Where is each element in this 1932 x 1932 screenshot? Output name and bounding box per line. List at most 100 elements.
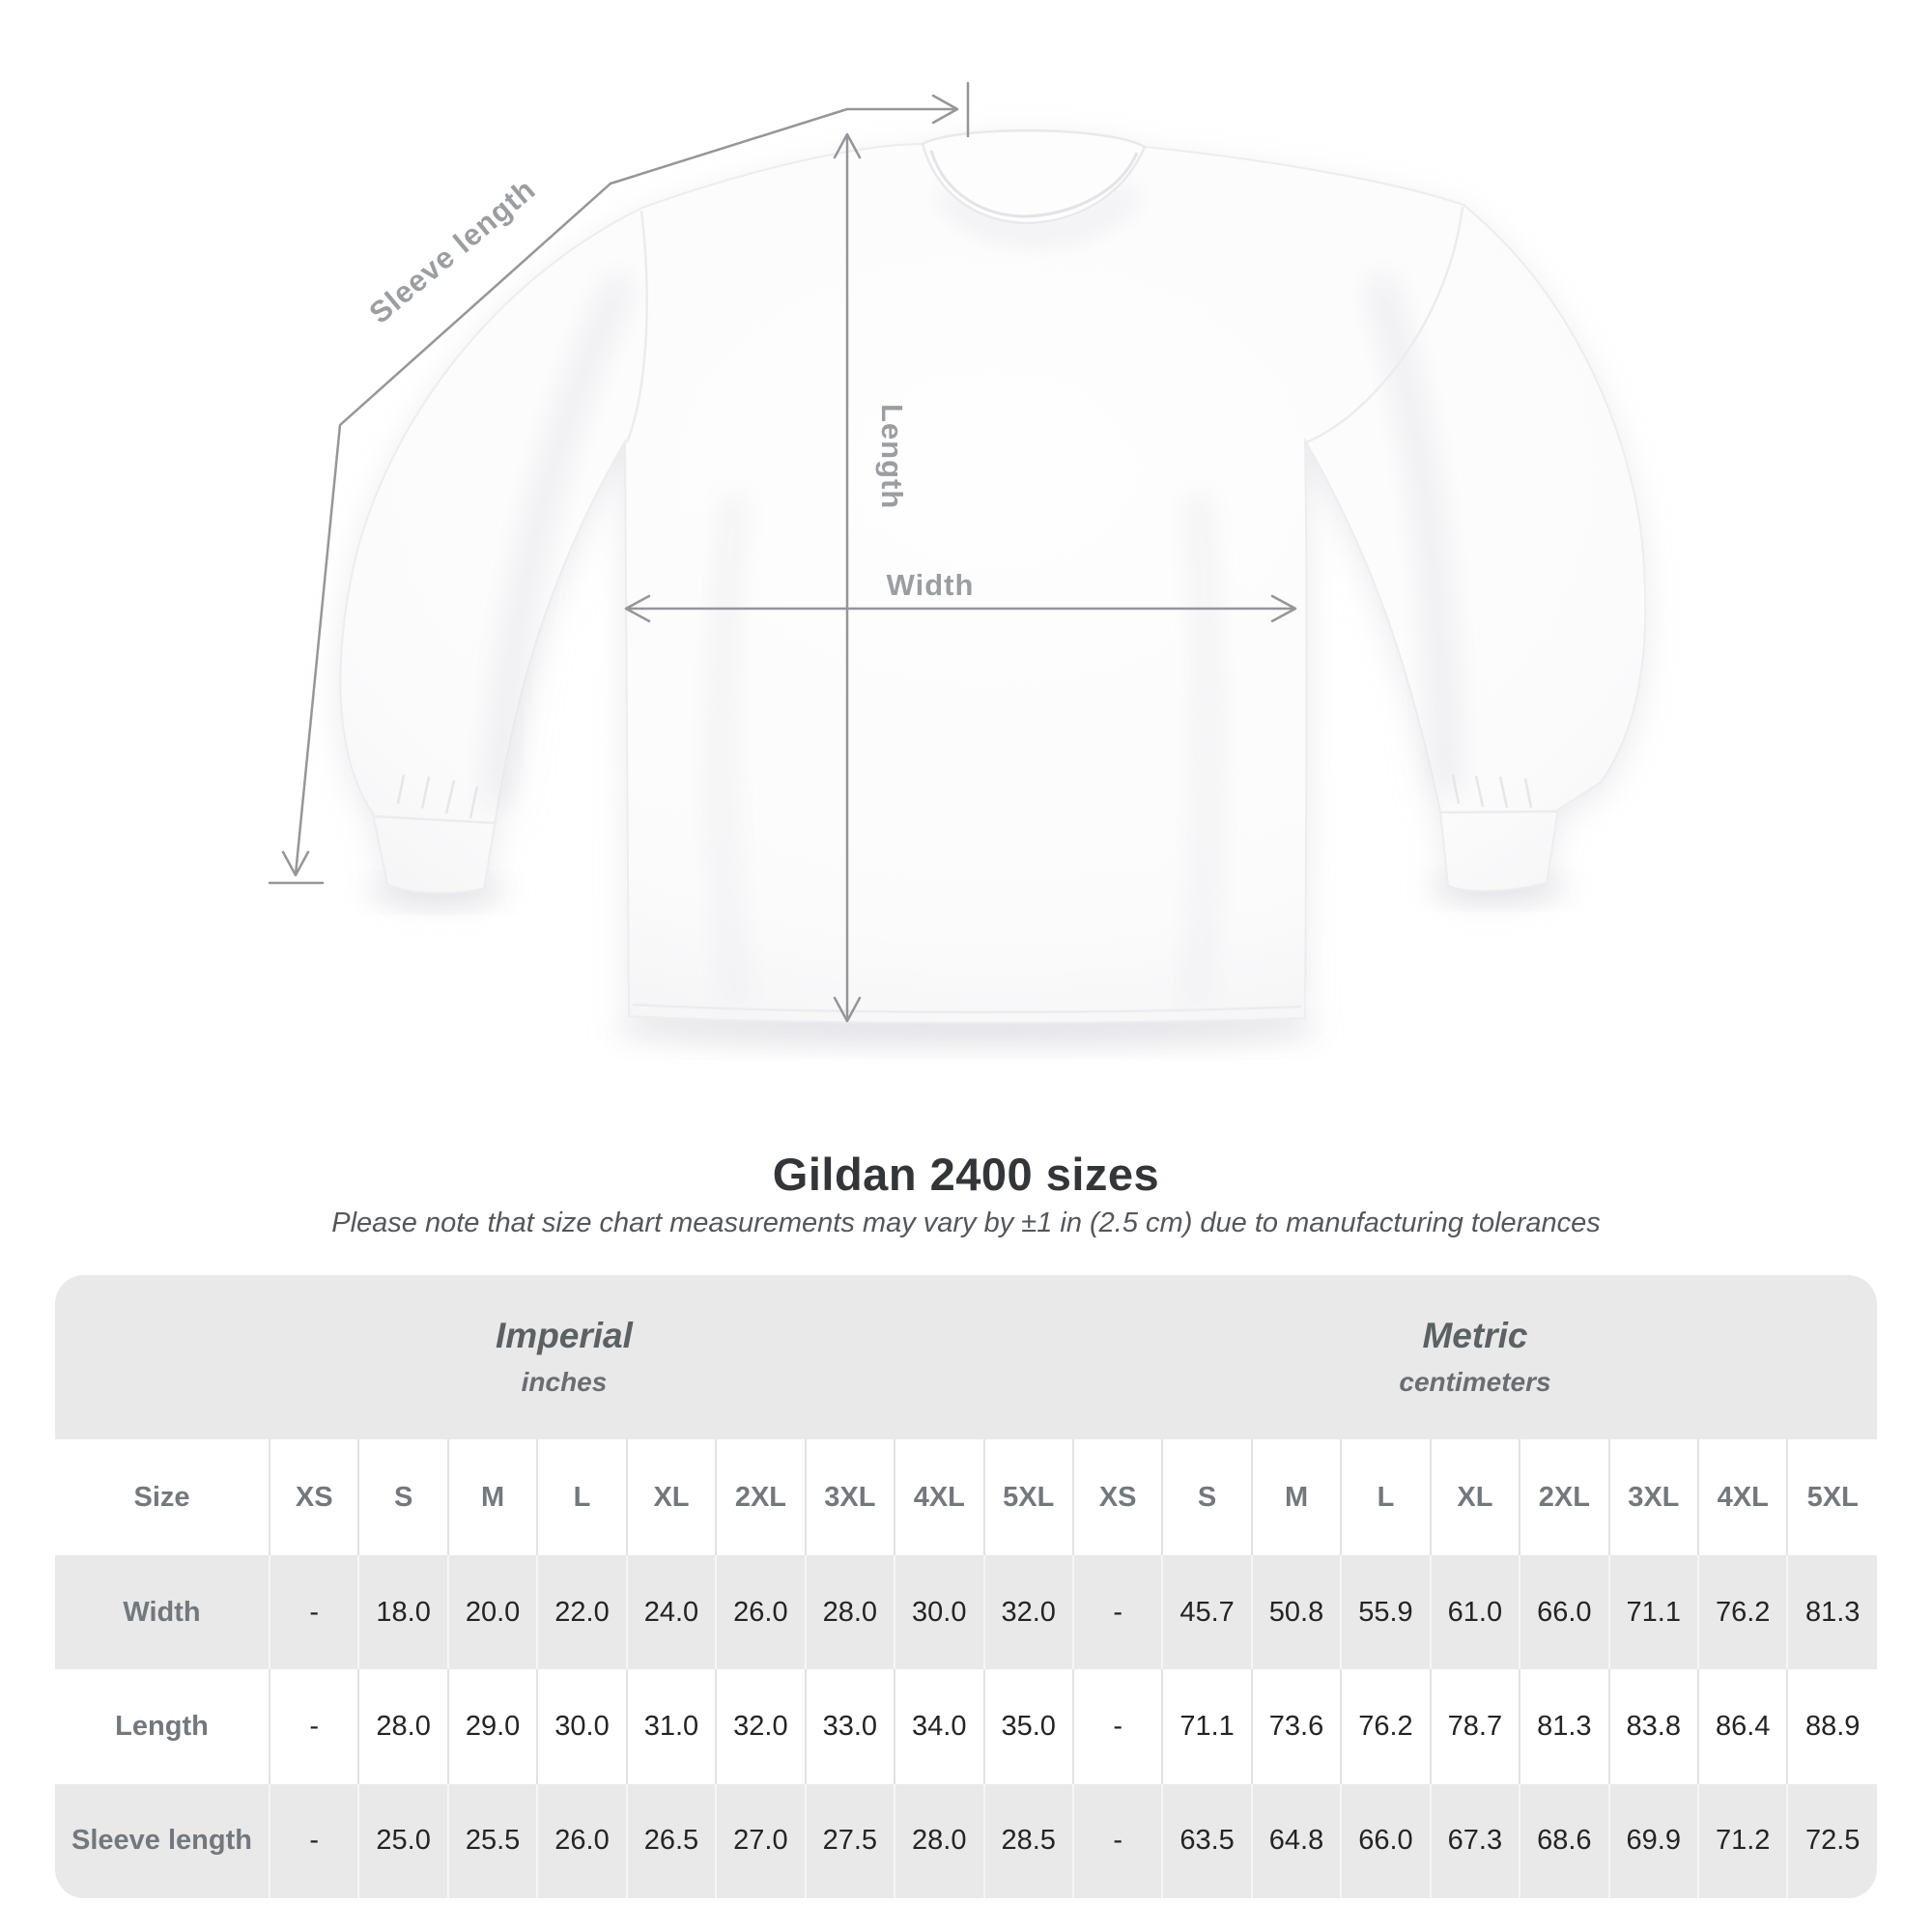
shirt-measurement-diagram: Sleeve length Length Width (268, 81, 1647, 1047)
size-col-header: XS (1071, 1439, 1163, 1555)
size-col-header: M (1250, 1439, 1342, 1555)
value-cell: 71.1 (1161, 1669, 1252, 1784)
metric-label: Metric (1422, 1315, 1528, 1355)
value-cell: - (1071, 1555, 1163, 1670)
value-cell: 61.0 (1429, 1555, 1520, 1670)
cuff-gathers (396, 774, 1533, 819)
value-cell: - (1071, 1669, 1163, 1784)
value-cell: 34.0 (894, 1669, 984, 1784)
value-cell: 25.5 (446, 1783, 538, 1898)
value-cell: 30.0 (894, 1555, 984, 1670)
value-cell: 29.0 (446, 1669, 538, 1784)
value-cell: - (268, 1783, 359, 1898)
page-title: Gildan 2400 sizes (772, 1149, 1160, 1200)
value-cell: 81.3 (1519, 1669, 1609, 1784)
collar-inner-line (929, 150, 1139, 218)
value-cell: 26.5 (625, 1783, 717, 1898)
width-label: Width (887, 568, 975, 602)
sleeve-length-line (268, 81, 970, 885)
hem-stitch (632, 1003, 1302, 1014)
size-col-header: 4XL (1696, 1439, 1788, 1555)
value-cell: 35.0 (982, 1669, 1073, 1784)
length-label: Length (875, 404, 909, 509)
value-cell: 71.2 (1696, 1783, 1788, 1898)
value-cell: - (268, 1669, 359, 1784)
value-cell: 81.3 (1786, 1555, 1877, 1670)
left-armhole-seam (625, 210, 648, 443)
value-cell: 63.5 (1161, 1783, 1252, 1898)
size-col-header: 3XL (804, 1439, 895, 1555)
value-cell: 66.0 (1340, 1783, 1431, 1898)
length-arrow (833, 132, 862, 1023)
table-row-length: Length - 28.0 29.0 30.0 31.0 32.0 33.0 3… (55, 1669, 1877, 1784)
value-cell: 67.3 (1429, 1783, 1520, 1898)
value-cell: 32.0 (715, 1669, 806, 1784)
shirt-illustration (339, 128, 1647, 1025)
value-cell: 28.0 (894, 1783, 984, 1898)
size-header-row: Size XS S M L XL 2XL 3XL 4XL 5XL XS S M … (55, 1439, 1877, 1555)
size-header: Size (55, 1439, 270, 1555)
value-cell: 27.5 (804, 1783, 895, 1898)
unit-group-metric: Metric centimeters (1072, 1275, 1877, 1439)
value-cell: 78.7 (1429, 1669, 1520, 1784)
size-col-header: 5XL (982, 1439, 1073, 1555)
value-cell: 28.5 (982, 1783, 1073, 1898)
row-label: Length (55, 1669, 270, 1784)
value-cell: 25.0 (357, 1783, 448, 1898)
value-cell: - (1071, 1783, 1163, 1898)
size-col-header: L (1340, 1439, 1431, 1555)
value-cell: 66.0 (1519, 1555, 1609, 1670)
size-col-header: L (536, 1439, 627, 1555)
shirt-body (339, 130, 1647, 1025)
unit-group-imperial: Imperial inches (55, 1275, 1073, 1439)
width-arrow (624, 594, 1297, 623)
value-cell: 32.0 (982, 1555, 1073, 1670)
table-row-sleeve-length: Sleeve length - 25.0 25.5 26.0 26.5 27.0… (55, 1783, 1877, 1898)
value-cell: 28.0 (357, 1669, 448, 1784)
value-cell: 50.8 (1250, 1555, 1342, 1670)
value-cell: 72.5 (1786, 1783, 1877, 1898)
right-cuff-seam (1439, 810, 1558, 814)
value-cell: 69.9 (1607, 1783, 1698, 1898)
value-cell: 45.7 (1161, 1555, 1252, 1670)
size-col-header: 5XL (1786, 1439, 1877, 1555)
row-label: Sleeve length (55, 1783, 270, 1898)
left-cuff-seam (372, 814, 496, 825)
value-cell: 30.0 (536, 1669, 627, 1784)
size-col-header: XL (1429, 1439, 1520, 1555)
value-cell: 76.2 (1696, 1555, 1788, 1670)
value-cell: 28.0 (804, 1555, 895, 1670)
imperial-unit-label: inches (521, 1367, 608, 1398)
size-col-header: XS (268, 1439, 359, 1555)
right-armhole-seam (1305, 206, 1464, 444)
unit-band-row: Imperial inches Metric centimeters (55, 1275, 1877, 1439)
value-cell: 86.4 (1696, 1669, 1788, 1784)
value-cell: - (268, 1555, 359, 1670)
size-col-header: S (1161, 1439, 1252, 1555)
metric-unit-label: centimeters (1399, 1367, 1551, 1398)
size-col-header: 4XL (894, 1439, 984, 1555)
size-col-header: 2XL (1519, 1439, 1609, 1555)
value-cell: 76.2 (1340, 1669, 1431, 1784)
value-cell: 73.6 (1250, 1669, 1342, 1784)
value-cell: 24.0 (625, 1555, 717, 1670)
value-cell: 20.0 (446, 1555, 538, 1670)
value-cell: 18.0 (357, 1555, 448, 1670)
size-col-header: M (446, 1439, 538, 1555)
table-row-width: Width - 18.0 20.0 22.0 24.0 26.0 28.0 30… (55, 1555, 1877, 1670)
value-cell: 27.0 (715, 1783, 806, 1898)
value-cell: 33.0 (804, 1669, 895, 1784)
value-cell: 26.0 (536, 1783, 627, 1898)
size-col-header: 3XL (1607, 1439, 1698, 1555)
page-subtitle: Please note that size chart measurements… (331, 1208, 1601, 1238)
row-label: Width (55, 1555, 270, 1670)
value-cell: 71.1 (1607, 1555, 1698, 1670)
value-cell: 26.0 (715, 1555, 806, 1670)
size-col-header: 2XL (715, 1439, 806, 1555)
value-cell: 55.9 (1340, 1555, 1431, 1670)
value-cell: 83.8 (1607, 1669, 1698, 1784)
size-table: Imperial inches Metric centimeters Size … (55, 1275, 1877, 1898)
size-col-header: S (357, 1439, 448, 1555)
value-cell: 22.0 (536, 1555, 627, 1670)
